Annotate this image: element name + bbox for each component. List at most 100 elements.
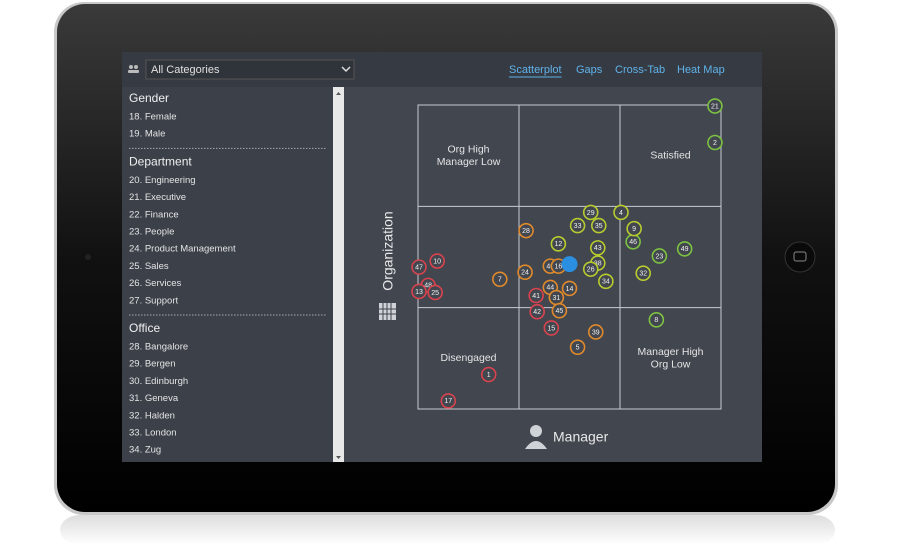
point-label: 43 bbox=[594, 245, 602, 252]
filter-item[interactable]: 29. Bergen bbox=[129, 359, 175, 370]
point-label: 2 bbox=[713, 140, 717, 147]
point-label: 5 bbox=[576, 345, 580, 352]
data-point[interactable] bbox=[635, 265, 652, 282]
data-point[interactable] bbox=[411, 259, 427, 275]
quadrant-label: Satisfied bbox=[650, 149, 690, 161]
data-point[interactable] bbox=[590, 217, 607, 234]
tab[interactable]: Heat Map bbox=[677, 64, 725, 76]
point-label: 44 bbox=[546, 285, 554, 292]
data-point[interactable] bbox=[598, 273, 614, 290]
data-point[interactable] bbox=[589, 240, 606, 256]
data-point[interactable] bbox=[569, 339, 586, 355]
point-label: 39 bbox=[592, 329, 600, 336]
filter-item[interactable]: 27. Support bbox=[129, 295, 178, 306]
filter-item[interactable]: 18. Female bbox=[129, 112, 177, 123]
point-label: 1 bbox=[487, 372, 491, 379]
filter-item[interactable]: 21. Executive bbox=[129, 192, 186, 203]
point-label: 10 bbox=[433, 258, 441, 265]
filter-item[interactable]: 32. Halden bbox=[129, 410, 175, 421]
data-point[interactable] bbox=[517, 264, 533, 281]
filter-item[interactable]: 25. Sales bbox=[129, 261, 169, 272]
group-heading: Department bbox=[129, 155, 192, 169]
data-point[interactable] bbox=[626, 220, 642, 237]
y-axis-label: Organization bbox=[380, 211, 396, 290]
data-point[interactable] bbox=[648, 312, 665, 328]
group-heading: Gender bbox=[129, 91, 169, 105]
point-label: 13 bbox=[415, 289, 423, 296]
data-point[interactable] bbox=[676, 241, 693, 257]
point-label: 17 bbox=[444, 398, 452, 405]
filter-item[interactable]: 30. Edinburgh bbox=[129, 376, 188, 387]
data-point[interactable] bbox=[411, 283, 427, 300]
point-label: 28 bbox=[522, 228, 530, 235]
point-label: 14 bbox=[566, 286, 574, 293]
data-point[interactable] bbox=[543, 320, 560, 336]
data-point[interactable] bbox=[651, 248, 668, 264]
point-label: 31 bbox=[552, 295, 560, 302]
filter-item[interactable]: 33. London bbox=[129, 428, 177, 439]
home-button[interactable] bbox=[784, 241, 816, 273]
building-windows bbox=[379, 303, 396, 320]
filter-item[interactable]: 20. Engineering bbox=[129, 175, 196, 186]
scrollbar[interactable] bbox=[333, 87, 344, 462]
point-label: 32 bbox=[639, 271, 647, 278]
filter-item[interactable]: 31. Geneva bbox=[129, 393, 179, 404]
data-point[interactable] bbox=[707, 134, 723, 151]
data-point[interactable] bbox=[480, 366, 497, 383]
data-point[interactable] bbox=[550, 236, 567, 252]
point-label: 29 bbox=[587, 210, 595, 217]
filter-item[interactable]: 34. Zug bbox=[129, 445, 161, 456]
data-point[interactable] bbox=[429, 253, 445, 269]
filter-item[interactable]: 26. Services bbox=[129, 278, 182, 289]
data-point[interactable] bbox=[582, 261, 599, 277]
x-axis-label: Manager bbox=[553, 429, 609, 445]
data-point[interactable] bbox=[440, 393, 457, 409]
point-label: 40 bbox=[546, 263, 554, 270]
point-label: 21 bbox=[711, 103, 719, 110]
point-label: 23 bbox=[655, 253, 663, 260]
data-point[interactable] bbox=[569, 217, 586, 234]
filter-item[interactable]: 28. Bangalore bbox=[129, 342, 188, 353]
data-point[interactable] bbox=[613, 204, 629, 221]
data-point[interactable] bbox=[529, 303, 545, 320]
filter-item[interactable]: 19. Male bbox=[129, 129, 165, 140]
point-label: 49 bbox=[681, 246, 689, 253]
point-label: 15 bbox=[547, 325, 555, 332]
plot-frame bbox=[417, 104, 722, 410]
point-label: 45 bbox=[556, 308, 564, 315]
filter-item[interactable]: 22. Finance bbox=[129, 209, 179, 220]
person-icon bbox=[525, 425, 547, 449]
sidebar bbox=[122, 87, 344, 462]
data-point[interactable] bbox=[518, 222, 534, 239]
data-point[interactable] bbox=[582, 204, 599, 221]
tab[interactable]: Cross-Tab bbox=[615, 64, 665, 76]
tab[interactable]: Gaps bbox=[576, 64, 603, 76]
data-point[interactable] bbox=[707, 98, 723, 114]
point-label: 8 bbox=[654, 317, 658, 324]
tab[interactable]: Scatterplot bbox=[509, 64, 562, 76]
group-icon bbox=[128, 65, 139, 73]
center-point[interactable] bbox=[561, 256, 578, 273]
quadrant-label: Disengaged bbox=[440, 352, 496, 364]
point-label: 35 bbox=[595, 223, 603, 230]
camera bbox=[85, 254, 91, 260]
point-label: 4 bbox=[619, 210, 623, 217]
point-label: 38 bbox=[594, 260, 602, 267]
data-point[interactable] bbox=[561, 280, 578, 297]
point-label: 41 bbox=[532, 293, 540, 300]
data-point[interactable] bbox=[587, 324, 604, 340]
dropdown[interactable] bbox=[145, 59, 355, 80]
filter-item[interactable]: 24. Product Management bbox=[129, 244, 236, 255]
reflection bbox=[60, 515, 835, 545]
quadrant-label: Org High Manager Low bbox=[437, 143, 501, 168]
data-point[interactable] bbox=[427, 284, 443, 301]
data-point[interactable] bbox=[551, 302, 568, 319]
point-label: 48 bbox=[424, 283, 432, 290]
point-label: 25 bbox=[431, 290, 439, 297]
filter-item[interactable]: 23. People bbox=[129, 227, 174, 238]
data-point[interactable] bbox=[528, 287, 544, 304]
data-point[interactable] bbox=[492, 271, 508, 288]
point-label: 34 bbox=[602, 279, 610, 286]
point-label: 7 bbox=[498, 277, 502, 284]
